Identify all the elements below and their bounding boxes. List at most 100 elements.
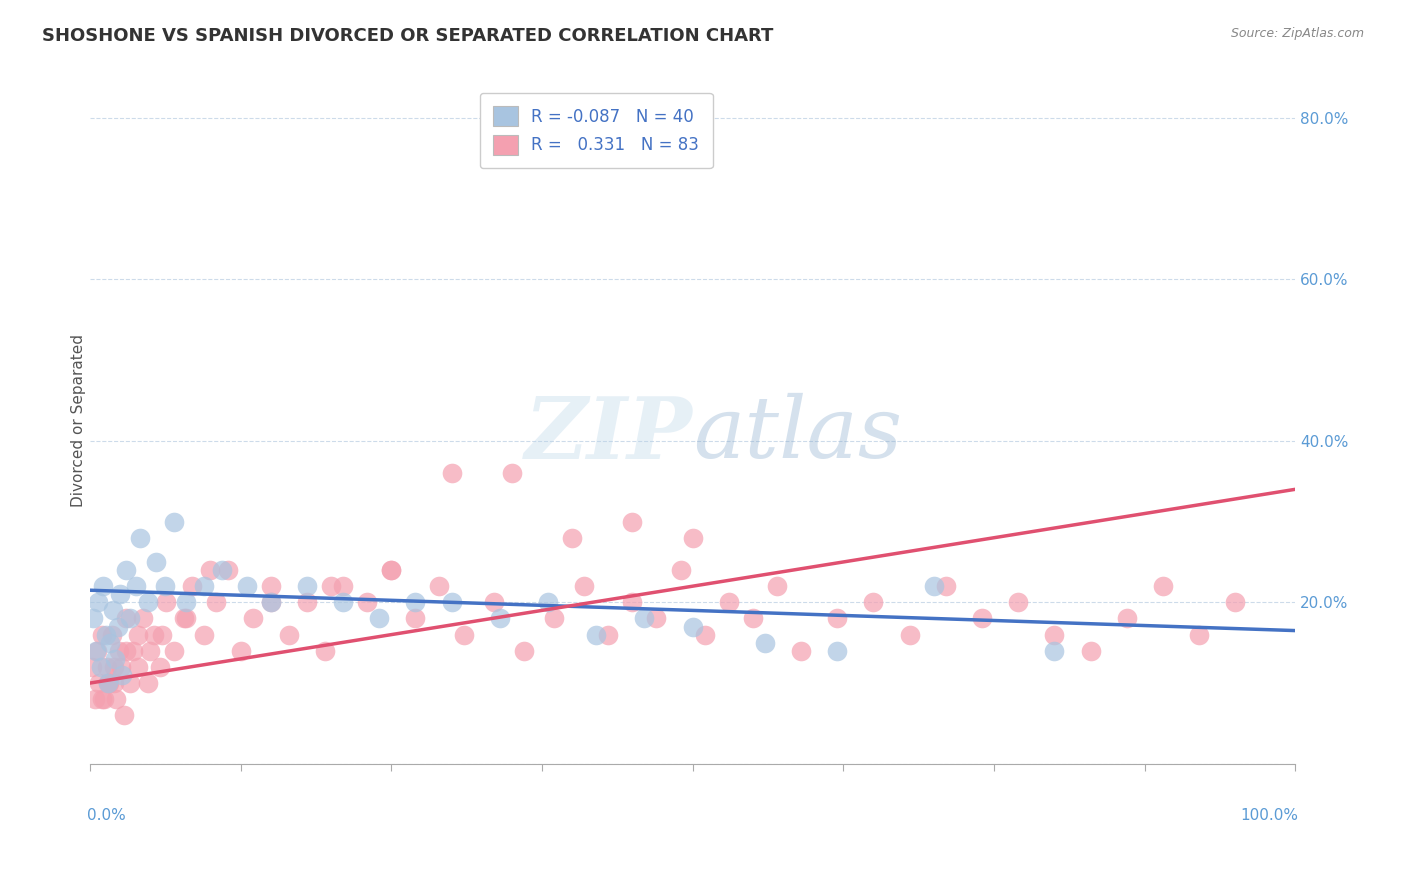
Point: [682, 619, 704, 633]
Point: [935, 579, 957, 593]
Text: 0.0%: 0.0%: [87, 808, 127, 823]
Point: [87, 595, 110, 609]
Point: [98, 636, 121, 650]
Point: [105, 692, 128, 706]
Point: [115, 644, 138, 658]
Point: [1225, 595, 1247, 609]
Point: [110, 660, 132, 674]
Point: [537, 595, 560, 609]
Point: [1152, 579, 1174, 593]
Point: [97, 676, 120, 690]
Point: [136, 595, 159, 609]
Point: [173, 611, 195, 625]
Point: [970, 611, 993, 625]
Point: [84, 644, 107, 658]
Point: [176, 595, 198, 609]
Point: [561, 531, 583, 545]
Point: [543, 611, 565, 625]
Point: [90, 692, 112, 706]
Point: [742, 611, 765, 625]
Point: [193, 579, 215, 593]
Point: [107, 619, 129, 633]
Point: [98, 676, 121, 690]
Text: 100.0%: 100.0%: [1240, 808, 1298, 823]
Point: [132, 611, 155, 625]
Point: [139, 644, 162, 658]
Point: [380, 563, 402, 577]
Point: [145, 555, 167, 569]
Point: [90, 660, 112, 674]
Point: [260, 595, 283, 609]
Point: [118, 676, 141, 690]
Point: [111, 668, 134, 682]
Point: [235, 579, 257, 593]
Point: [127, 627, 149, 641]
Point: [766, 579, 789, 593]
Point: [633, 611, 655, 625]
Point: [96, 660, 118, 674]
Point: [440, 595, 463, 609]
Point: [218, 563, 240, 577]
Point: [94, 627, 117, 641]
Legend: R = -0.087   N = 40, R =   0.331   N = 83: R = -0.087 N = 40, R = 0.331 N = 83: [479, 93, 713, 169]
Point: [107, 644, 129, 658]
Point: [181, 579, 204, 593]
Point: [621, 515, 644, 529]
Point: [693, 627, 716, 641]
Point: [205, 595, 228, 609]
Point: [260, 595, 283, 609]
Point: [136, 676, 159, 690]
Point: [669, 563, 692, 577]
Point: [122, 644, 145, 658]
Text: Source: ZipAtlas.com: Source: ZipAtlas.com: [1230, 27, 1364, 40]
Point: [127, 660, 149, 674]
Point: [163, 644, 186, 658]
Point: [295, 595, 318, 609]
Point: [211, 563, 233, 577]
Point: [115, 563, 138, 577]
Point: [150, 627, 173, 641]
Point: [124, 579, 146, 593]
Point: [229, 644, 252, 658]
Point: [572, 579, 595, 593]
Point: [790, 644, 813, 658]
Point: [242, 611, 264, 625]
Point: [585, 627, 607, 641]
Point: [1007, 595, 1029, 609]
Point: [898, 627, 921, 641]
Point: [97, 676, 120, 690]
Point: [1043, 644, 1066, 658]
Point: [295, 579, 318, 593]
Point: [440, 466, 463, 480]
Point: [922, 579, 945, 593]
Point: [429, 579, 451, 593]
Point: [356, 595, 378, 609]
Point: [90, 627, 112, 641]
Point: [155, 595, 177, 609]
Point: [827, 611, 849, 625]
Point: [100, 627, 122, 641]
Point: [200, 563, 222, 577]
Point: [598, 627, 620, 641]
Y-axis label: Divorced or Separated: Divorced or Separated: [72, 334, 86, 508]
Point: [193, 627, 215, 641]
Point: [621, 595, 644, 609]
Point: [645, 611, 668, 625]
Point: [319, 579, 342, 593]
Point: [82, 660, 104, 674]
Point: [118, 611, 141, 625]
Point: [513, 644, 536, 658]
Point: [103, 660, 125, 674]
Point: [1043, 627, 1066, 641]
Point: [89, 676, 111, 690]
Point: [754, 636, 776, 650]
Point: [1188, 627, 1211, 641]
Point: [260, 579, 283, 593]
Point: [82, 611, 104, 625]
Point: [108, 587, 131, 601]
Point: [83, 692, 105, 706]
Point: [176, 611, 198, 625]
Point: [1115, 611, 1137, 625]
Text: SHOSHONE VS SPANISH DIVORCED OR SEPARATED CORRELATION CHART: SHOSHONE VS SPANISH DIVORCED OR SEPARATE…: [42, 27, 773, 45]
Point: [380, 563, 402, 577]
